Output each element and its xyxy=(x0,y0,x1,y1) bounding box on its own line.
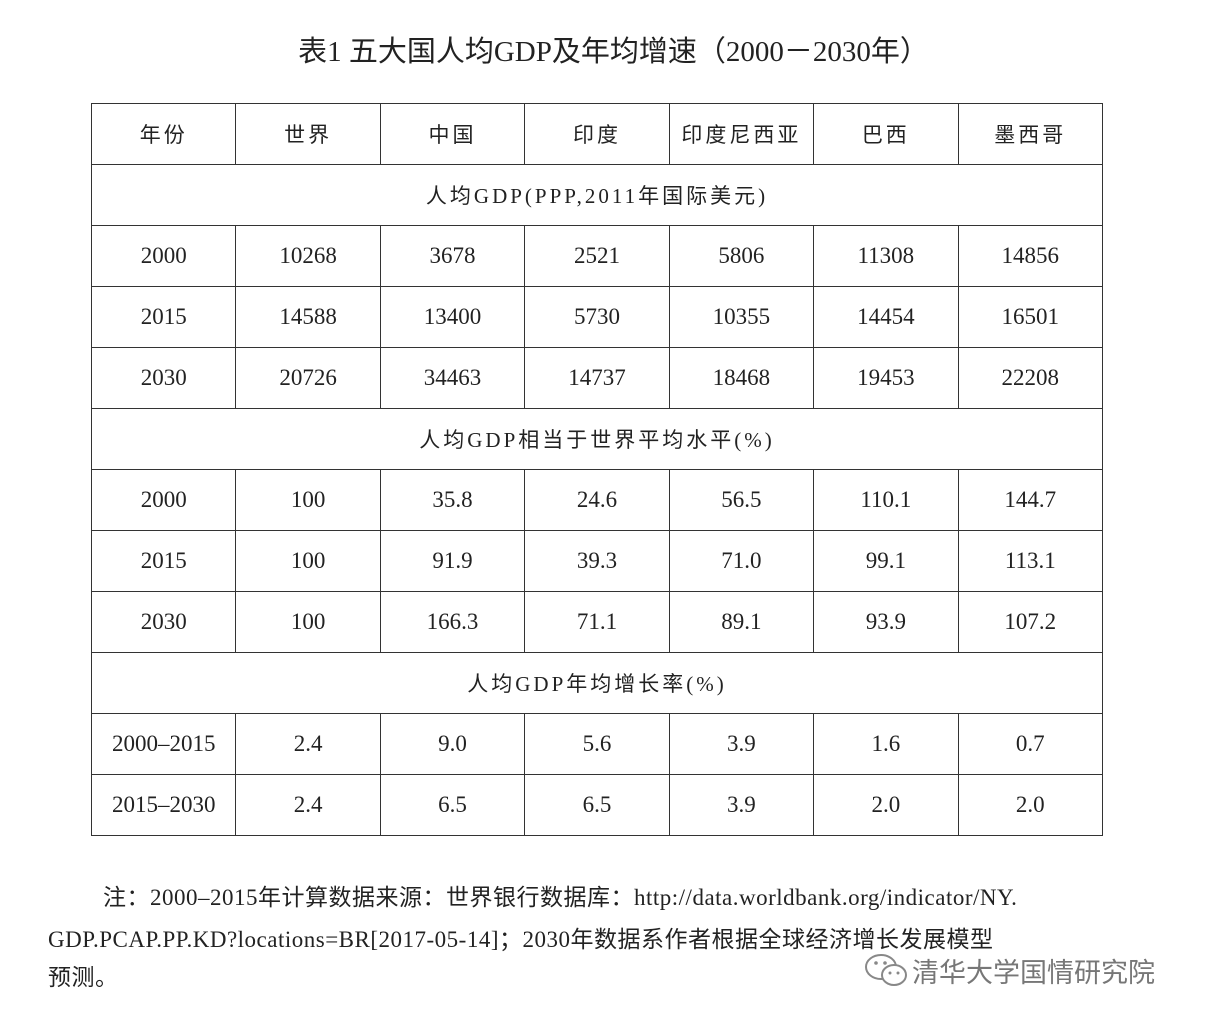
table-cell: 10355 xyxy=(668,286,815,348)
table-cell: 14588 xyxy=(235,286,381,348)
table-cell: 2015–2030 xyxy=(90,774,237,836)
wechat-icon xyxy=(865,954,907,986)
header-cell: 世界 xyxy=(235,103,381,165)
header-cell: 印度 xyxy=(524,103,670,165)
table-cell: 0.7 xyxy=(957,713,1104,775)
table-cell: 100 xyxy=(235,530,381,592)
header-cell: 中国 xyxy=(379,103,526,165)
table-row: 2015 14588 13400 5730 10355 14454 16501 xyxy=(90,286,1104,348)
table-cell: 2030 xyxy=(90,591,237,653)
table-cell: 10268 xyxy=(235,225,381,287)
header-cell: 人均GDP年均增长率(%) xyxy=(91,652,1103,714)
table-cell: 3.9 xyxy=(668,713,815,775)
header-cell: 印度尼西亚 xyxy=(668,103,815,165)
table-row: 人均GDP(PPP,2011年国际美元) xyxy=(91,164,1103,226)
table-cell: 1.6 xyxy=(813,713,959,775)
table-cell: 91.9 xyxy=(379,530,526,592)
table-row: 人均GDP年均增长率(%) xyxy=(91,652,1103,714)
table-cell: 2.4 xyxy=(235,713,381,775)
table-cell: 100 xyxy=(235,469,381,531)
table-cell: 100 xyxy=(235,591,381,653)
table-cell: 144.7 xyxy=(957,469,1104,531)
table-cell: 6.5 xyxy=(379,774,526,836)
table-cell: 6.5 xyxy=(524,774,670,836)
table-cell: 2.0 xyxy=(813,774,959,836)
table-cell: 113.1 xyxy=(957,530,1104,592)
note-line: 注：2000–2015年计算数据来源：世界银行数据库：http://data.w… xyxy=(103,885,1018,910)
note-line: GDP.PCAP.PP.KD?locations=BR[2017-05-14]；… xyxy=(48,927,994,952)
title: 表1 五大国人均GDP及年均增速（2000－2030年） xyxy=(298,36,929,68)
header-cell: 人均GDP相当于世界平均水平(%) xyxy=(91,408,1103,470)
table-cell: 110.1 xyxy=(813,469,959,531)
table-cell: 18468 xyxy=(668,347,815,409)
header-cell: 巴西 xyxy=(813,103,959,165)
table-cell: 3.9 xyxy=(668,774,815,836)
table-cell: 22208 xyxy=(957,347,1104,409)
note-line: 预测。 xyxy=(48,965,119,990)
table-cell: 5730 xyxy=(524,286,670,348)
table-cell: 14454 xyxy=(813,286,959,348)
table-cell: 2.0 xyxy=(957,774,1104,836)
table-row: 2015 100 91.9 39.3 71.0 99.1 113.1 xyxy=(90,530,1104,592)
table-cell: 5.6 xyxy=(524,713,670,775)
table-cell: 13400 xyxy=(379,286,526,348)
table-cell: 9.0 xyxy=(379,713,526,775)
header-cell: 人均GDP(PPP,2011年国际美元) xyxy=(91,164,1103,226)
data-table: 年份 世界 中国 印度 印度尼西亚 巴西 墨西哥 人均GDP(PPP,2011年国际美元) 20… xyxy=(90,103,1104,836)
table-cell: 2015 xyxy=(90,530,237,592)
table-cell: 107.2 xyxy=(957,591,1104,653)
table-cell: 14737 xyxy=(524,347,670,409)
table-cell: 3678 xyxy=(379,225,526,287)
table-cell: 14856 xyxy=(957,225,1104,287)
table-cell: 34463 xyxy=(379,347,526,409)
table-row: 年份 世界 中国 印度 印度尼西亚 巴西 墨西哥 xyxy=(90,103,1104,165)
table-cell: 11308 xyxy=(813,225,959,287)
header-cell: 年份 xyxy=(90,103,237,165)
table-cell: 16501 xyxy=(957,286,1104,348)
table-row: 2000 100 35.8 24.6 56.5 110.1 144.7 xyxy=(90,469,1104,531)
table-cell: 35.8 xyxy=(379,469,526,531)
table-cell: 2000 xyxy=(90,225,237,287)
table-cell: 2.4 xyxy=(235,774,381,836)
header-cell: 墨西哥 xyxy=(957,103,1104,165)
table-cell: 2030 xyxy=(90,347,237,409)
table-row: 2030 100 166.3 71.1 89.1 93.9 107.2 xyxy=(90,591,1104,653)
table-cell: 2015 xyxy=(90,286,237,348)
table-row: 人均GDP相当于世界平均水平(%) xyxy=(91,408,1103,470)
table-cell: 2000 xyxy=(90,469,237,531)
table-row: 2000–2015 2.4 9.0 5.6 3.9 1.6 0.7 xyxy=(90,713,1104,775)
table-cell: 93.9 xyxy=(813,591,959,653)
table-row: 2030 20726 34463 14737 18468 19453 22208 xyxy=(90,347,1104,409)
watermark: 清华大学国情研究院 xyxy=(862,950,1155,990)
table-row: 2015–2030 2.4 6.5 6.5 3.9 2.0 2.0 xyxy=(90,774,1104,836)
table-cell: 2000–2015 xyxy=(90,713,237,775)
table-cell: 2521 xyxy=(524,225,670,287)
table-row: 2000 10268 3678 2521 5806 11308 14856 xyxy=(90,225,1104,287)
table-cell: 24.6 xyxy=(524,469,670,531)
table-cell: 166.3 xyxy=(379,591,526,653)
table-cell: 56.5 xyxy=(668,469,815,531)
table-cell: 71.0 xyxy=(668,530,815,592)
table-cell: 71.1 xyxy=(524,591,670,653)
table-cell: 39.3 xyxy=(524,530,670,592)
table-cell: 19453 xyxy=(813,347,959,409)
table-cell: 5806 xyxy=(668,225,815,287)
watermark-text: 清华大学国情研究院 xyxy=(912,957,1155,989)
table-cell: 89.1 xyxy=(668,591,815,653)
table-cell: 99.1 xyxy=(813,530,959,592)
table-cell: 20726 xyxy=(235,347,381,409)
